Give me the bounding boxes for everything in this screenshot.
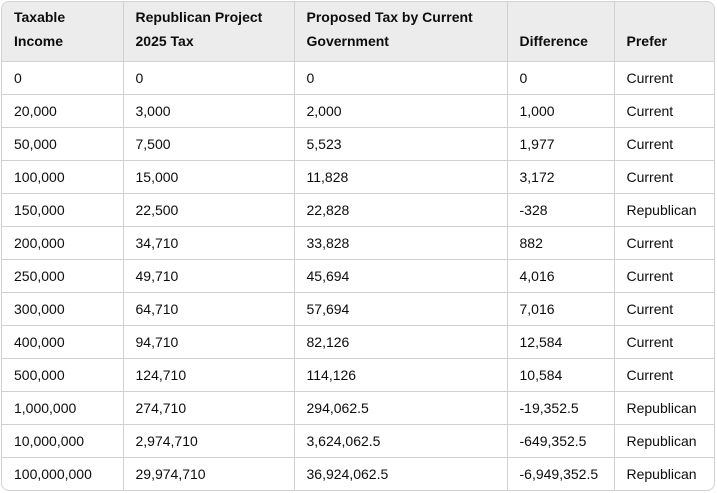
cell-republican-tax: 124,710 xyxy=(123,358,295,392)
cell-difference: -649,352.5 xyxy=(507,424,615,458)
cell-prefer: Republican xyxy=(614,424,714,458)
cell-difference: 7,016 xyxy=(507,292,615,326)
cell-prefer: Republican xyxy=(614,391,714,425)
cell-republican-tax: 29,974,710 xyxy=(123,457,295,490)
cell-current-government-tax: 114,126 xyxy=(294,358,508,392)
cell-difference: -6,949,352.5 xyxy=(507,457,615,490)
cell-prefer: Current xyxy=(614,358,714,392)
header-prefer: Prefer xyxy=(614,2,714,62)
cell-taxable-income: 400,000 xyxy=(2,325,124,359)
cell-difference: -328 xyxy=(507,193,615,227)
header-current-government-tax: Proposed Tax by Current Government xyxy=(294,2,508,62)
cell-difference: 12,584 xyxy=(507,325,615,359)
cell-difference: 0 xyxy=(507,61,615,95)
header-row: Taxable Income Republican Project 2025 T… xyxy=(2,2,714,62)
cell-taxable-income: 50,000 xyxy=(2,127,124,161)
cell-prefer: Current xyxy=(614,61,714,95)
cell-difference: 10,584 xyxy=(507,358,615,392)
cell-current-government-tax: 57,694 xyxy=(294,292,508,326)
cell-difference: 1,000 xyxy=(507,94,615,128)
cell-republican-tax: 22,500 xyxy=(123,193,295,227)
cell-taxable-income: 500,000 xyxy=(2,358,124,392)
cell-republican-tax: 34,710 xyxy=(123,226,295,260)
cell-current-government-tax: 82,126 xyxy=(294,325,508,359)
cell-difference: 4,016 xyxy=(507,259,615,293)
cell-republican-tax: 3,000 xyxy=(123,94,295,128)
cell-difference: -19,352.5 xyxy=(507,391,615,425)
table-row: 500,000 124,710 114,126 10,584 Current xyxy=(2,358,714,392)
cell-current-government-tax: 0 xyxy=(294,61,508,95)
cell-republican-tax: 2,974,710 xyxy=(123,424,295,458)
table-row: 300,000 64,710 57,694 7,016 Current xyxy=(2,292,714,326)
cell-difference: 3,172 xyxy=(507,160,615,194)
cell-republican-tax: 274,710 xyxy=(123,391,295,425)
cell-current-government-tax: 5,523 xyxy=(294,127,508,161)
cell-taxable-income: 100,000,000 xyxy=(2,457,124,490)
table-row: 50,000 7,500 5,523 1,977 Current xyxy=(2,127,714,161)
table-row: 400,000 94,710 82,126 12,584 Current xyxy=(2,325,714,359)
header-republican-tax: Republican Project 2025 Tax xyxy=(123,2,295,62)
table-body: 0 0 0 0 Current 20,000 3,000 2,000 1,000… xyxy=(2,61,714,490)
cell-republican-tax: 15,000 xyxy=(123,160,295,194)
table-row: 10,000,000 2,974,710 3,624,062.5 -649,35… xyxy=(2,424,714,458)
table-header: Taxable Income Republican Project 2025 T… xyxy=(2,2,714,62)
cell-republican-tax: 64,710 xyxy=(123,292,295,326)
cell-current-government-tax: 33,828 xyxy=(294,226,508,260)
cell-republican-tax: 0 xyxy=(123,61,295,95)
cell-taxable-income: 10,000,000 xyxy=(2,424,124,458)
cell-prefer: Current xyxy=(614,94,714,128)
table-row: 20,000 3,000 2,000 1,000 Current xyxy=(2,94,714,128)
header-difference: Difference xyxy=(507,2,615,62)
table-row: 100,000,000 29,974,710 36,924,062.5 -6,9… xyxy=(2,457,714,490)
table-row: 150,000 22,500 22,828 -328 Republican xyxy=(2,193,714,227)
cell-taxable-income: 1,000,000 xyxy=(2,391,124,425)
cell-prefer: Current xyxy=(614,259,714,293)
cell-taxable-income: 20,000 xyxy=(2,94,124,128)
cell-difference: 1,977 xyxy=(507,127,615,161)
table-row: 200,000 34,710 33,828 882 Current xyxy=(2,226,714,260)
cell-prefer: Current xyxy=(614,325,714,359)
cell-republican-tax: 94,710 xyxy=(123,325,295,359)
cell-current-government-tax: 22,828 xyxy=(294,193,508,227)
cell-prefer: Current xyxy=(614,160,714,194)
cell-current-government-tax: 45,694 xyxy=(294,259,508,293)
cell-taxable-income: 300,000 xyxy=(2,292,124,326)
cell-taxable-income: 0 xyxy=(2,61,124,95)
table-row: 250,000 49,710 45,694 4,016 Current xyxy=(2,259,714,293)
cell-current-government-tax: 11,828 xyxy=(294,160,508,194)
cell-difference: 882 xyxy=(507,226,615,260)
table-row: 1,000,000 274,710 294,062.5 -19,352.5 Re… xyxy=(2,391,714,425)
cell-prefer: Current xyxy=(614,292,714,326)
cell-prefer: Current xyxy=(614,226,714,260)
cell-taxable-income: 200,000 xyxy=(2,226,124,260)
cell-current-government-tax: 3,624,062.5 xyxy=(294,424,508,458)
cell-current-government-tax: 36,924,062.5 xyxy=(294,457,508,490)
header-taxable-income: Taxable Income xyxy=(2,2,124,62)
table-row: 0 0 0 0 Current xyxy=(2,61,714,95)
table-row: 100,000 15,000 11,828 3,172 Current xyxy=(2,160,714,194)
cell-prefer: Current xyxy=(614,127,714,161)
cell-current-government-tax: 294,062.5 xyxy=(294,391,508,425)
cell-taxable-income: 250,000 xyxy=(2,259,124,293)
cell-republican-tax: 7,500 xyxy=(123,127,295,161)
cell-prefer: Republican xyxy=(614,193,714,227)
cell-taxable-income: 100,000 xyxy=(2,160,124,194)
cell-taxable-income: 150,000 xyxy=(2,193,124,227)
cell-republican-tax: 49,710 xyxy=(123,259,295,293)
cell-current-government-tax: 2,000 xyxy=(294,94,508,128)
cell-prefer: Republican xyxy=(626,465,697,482)
